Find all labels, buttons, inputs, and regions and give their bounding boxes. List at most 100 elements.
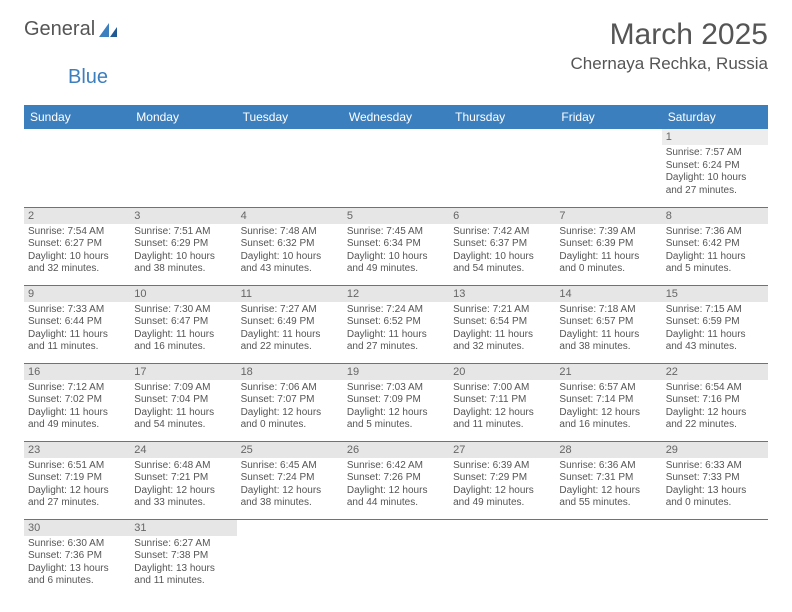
- day-detail-line: Sunset: 7:16 PM: [666, 394, 764, 407]
- calendar-day: [130, 129, 236, 207]
- day-detail-line: Sunset: 7:07 PM: [241, 394, 339, 407]
- calendar-table: SundayMondayTuesdayWednesdayThursdayFrid…: [24, 105, 768, 597]
- day-number: 2: [24, 208, 130, 224]
- day-header: Friday: [555, 105, 661, 129]
- day-number: 28: [555, 442, 661, 458]
- day-number: 1: [662, 129, 768, 145]
- day-number: 5: [343, 208, 449, 224]
- day-number: 3: [130, 208, 236, 224]
- day-details: Sunrise: 6:27 AMSunset: 7:38 PMDaylight:…: [134, 538, 232, 588]
- day-detail-line: Daylight: 11 hours and 32 minutes.: [453, 329, 551, 354]
- day-details: Sunrise: 6:45 AMSunset: 7:24 PMDaylight:…: [241, 460, 339, 510]
- day-detail-line: Daylight: 12 hours and 5 minutes.: [347, 407, 445, 432]
- day-number: 30: [24, 520, 130, 536]
- day-number: 6: [449, 208, 555, 224]
- calendar-day: 1 Sunrise: 7:57 AMSunset: 6:24 PMDaylight…: [662, 129, 768, 207]
- calendar-day: 23 Sunrise: 6:51 AMSunset: 7:19 PMDayligh…: [24, 441, 130, 519]
- calendar-day: 17Sunrise: 7:09 AMSunset: 7:04 PMDayligh…: [130, 363, 236, 441]
- calendar-day: 16Sunrise: 7:12 AMSunset: 7:02 PMDayligh…: [24, 363, 130, 441]
- day-header: Wednesday: [343, 105, 449, 129]
- day-detail-line: Daylight: 13 hours and 11 minutes.: [134, 563, 232, 588]
- day-details: Sunrise: 7:06 AMSunset: 7:07 PMDaylight:…: [241, 382, 339, 432]
- day-header: Tuesday: [237, 105, 343, 129]
- calendar-day: 9Sunrise: 7:33 AMSunset: 6:44 PMDaylight…: [24, 285, 130, 363]
- day-header: Monday: [130, 105, 236, 129]
- day-detail-line: Sunset: 6:39 PM: [559, 238, 657, 251]
- day-detail-line: Daylight: 12 hours and 0 minutes.: [241, 407, 339, 432]
- calendar-day: 20Sunrise: 7:00 AMSunset: 7:11 PMDayligh…: [449, 363, 555, 441]
- calendar-day: 14Sunrise: 7:18 AMSunset: 6:57 PMDayligh…: [555, 285, 661, 363]
- day-detail-line: Sunset: 6:32 PM: [241, 238, 339, 251]
- day-detail-line: Sunset: 7:09 PM: [347, 394, 445, 407]
- calendar-day: [237, 129, 343, 207]
- day-detail-line: Daylight: 11 hours and 27 minutes.: [347, 329, 445, 354]
- day-detail-line: Sunrise: 7:39 AM: [559, 226, 657, 239]
- day-details: Sunrise: 6:51 AMSunset: 7:19 PMDaylight:…: [28, 460, 126, 510]
- calendar-day: 19Sunrise: 7:03 AMSunset: 7:09 PMDayligh…: [343, 363, 449, 441]
- day-number: 15: [662, 286, 768, 302]
- calendar-week: 1 Sunrise: 7:57 AMSunset: 6:24 PMDaylight…: [24, 129, 768, 207]
- day-detail-line: Sunset: 7:33 PM: [666, 472, 764, 485]
- calendar-day: 24Sunrise: 6:48 AMSunset: 7:21 PMDayligh…: [130, 441, 236, 519]
- day-detail-line: Sunset: 6:42 PM: [666, 238, 764, 251]
- day-details: Sunrise: 7:57 AMSunset: 6:24 PMDaylight:…: [666, 147, 764, 197]
- day-detail-line: Daylight: 12 hours and 11 minutes.: [453, 407, 551, 432]
- day-details: Sunrise: 6:48 AMSunset: 7:21 PMDaylight:…: [134, 460, 232, 510]
- day-detail-line: Sunset: 7:24 PM: [241, 472, 339, 485]
- calendar-day: [555, 129, 661, 207]
- day-detail-line: Sunset: 6:59 PM: [666, 316, 764, 329]
- day-details: Sunrise: 7:24 AMSunset: 6:52 PMDaylight:…: [347, 304, 445, 354]
- calendar-day: 2Sunrise: 7:54 AMSunset: 6:27 PMDaylight…: [24, 207, 130, 285]
- day-details: Sunrise: 7:48 AMSunset: 6:32 PMDaylight:…: [241, 226, 339, 276]
- day-number: 10: [130, 286, 236, 302]
- logo-text-blue: Blue: [68, 66, 792, 89]
- day-detail-line: Sunrise: 6:33 AM: [666, 460, 764, 473]
- day-detail-line: Sunset: 7:36 PM: [28, 550, 126, 563]
- day-number: 17: [130, 364, 236, 380]
- day-detail-line: Daylight: 11 hours and 11 minutes.: [28, 329, 126, 354]
- day-number: 7: [555, 208, 661, 224]
- day-detail-line: Daylight: 13 hours and 6 minutes.: [28, 563, 126, 588]
- day-detail-line: Daylight: 10 hours and 38 minutes.: [134, 251, 232, 276]
- day-header: Thursday: [449, 105, 555, 129]
- day-detail-line: Sunrise: 7:48 AM: [241, 226, 339, 239]
- day-details: Sunrise: 7:18 AMSunset: 6:57 PMDaylight:…: [559, 304, 657, 354]
- day-detail-line: Sunset: 7:21 PM: [134, 472, 232, 485]
- calendar-day: [343, 519, 449, 597]
- day-detail-line: Sunrise: 6:57 AM: [559, 382, 657, 395]
- day-detail-line: Sunrise: 7:27 AM: [241, 304, 339, 317]
- day-number: 23: [24, 442, 130, 458]
- day-detail-line: Sunrise: 7:42 AM: [453, 226, 551, 239]
- day-details: Sunrise: 7:30 AMSunset: 6:47 PMDaylight:…: [134, 304, 232, 354]
- day-number: 29: [662, 442, 768, 458]
- day-detail-line: Daylight: 11 hours and 5 minutes.: [666, 251, 764, 276]
- calendar-day: 12Sunrise: 7:24 AMSunset: 6:52 PMDayligh…: [343, 285, 449, 363]
- day-detail-line: Sunrise: 7:30 AM: [134, 304, 232, 317]
- day-detail-line: Sunrise: 7:33 AM: [28, 304, 126, 317]
- logo-text-general: General: [24, 18, 95, 41]
- logo-sail-icon: [97, 21, 119, 39]
- day-detail-line: Sunrise: 7:03 AM: [347, 382, 445, 395]
- calendar-day: 25Sunrise: 6:45 AMSunset: 7:24 PMDayligh…: [237, 441, 343, 519]
- day-detail-line: Sunrise: 6:45 AM: [241, 460, 339, 473]
- day-number: 26: [343, 442, 449, 458]
- day-details: Sunrise: 6:39 AMSunset: 7:29 PMDaylight:…: [453, 460, 551, 510]
- calendar-day: 10 Sunrise: 7:30 AMSunset: 6:47 PMDayligh…: [130, 285, 236, 363]
- calendar-day: 22Sunrise: 6:54 AMSunset: 7:16 PMDayligh…: [662, 363, 768, 441]
- calendar-week: 16Sunrise: 7:12 AMSunset: 7:02 PMDayligh…: [24, 363, 768, 441]
- day-details: Sunrise: 6:33 AMSunset: 7:33 PMDaylight:…: [666, 460, 764, 510]
- calendar-day: 26Sunrise: 6:42 AMSunset: 7:26 PMDayligh…: [343, 441, 449, 519]
- day-detail-line: Sunrise: 7:45 AM: [347, 226, 445, 239]
- day-details: Sunrise: 7:27 AMSunset: 6:49 PMDaylight:…: [241, 304, 339, 354]
- day-detail-line: Sunrise: 6:54 AM: [666, 382, 764, 395]
- calendar-day: 13Sunrise: 7:21 AMSunset: 6:54 PMDayligh…: [449, 285, 555, 363]
- day-detail-line: Sunset: 6:44 PM: [28, 316, 126, 329]
- day-detail-line: Sunrise: 7:12 AM: [28, 382, 126, 395]
- day-details: Sunrise: 7:39 AMSunset: 6:39 PMDaylight:…: [559, 226, 657, 276]
- day-detail-line: Sunset: 7:26 PM: [347, 472, 445, 485]
- calendar-day: 30Sunrise: 6:30 AMSunset: 7:36 PMDayligh…: [24, 519, 130, 597]
- calendar-day: 8Sunrise: 7:36 AMSunset: 6:42 PMDaylight…: [662, 207, 768, 285]
- day-details: Sunrise: 7:21 AMSunset: 6:54 PMDaylight:…: [453, 304, 551, 354]
- day-number: 4: [237, 208, 343, 224]
- calendar-day: 27Sunrise: 6:39 AMSunset: 7:29 PMDayligh…: [449, 441, 555, 519]
